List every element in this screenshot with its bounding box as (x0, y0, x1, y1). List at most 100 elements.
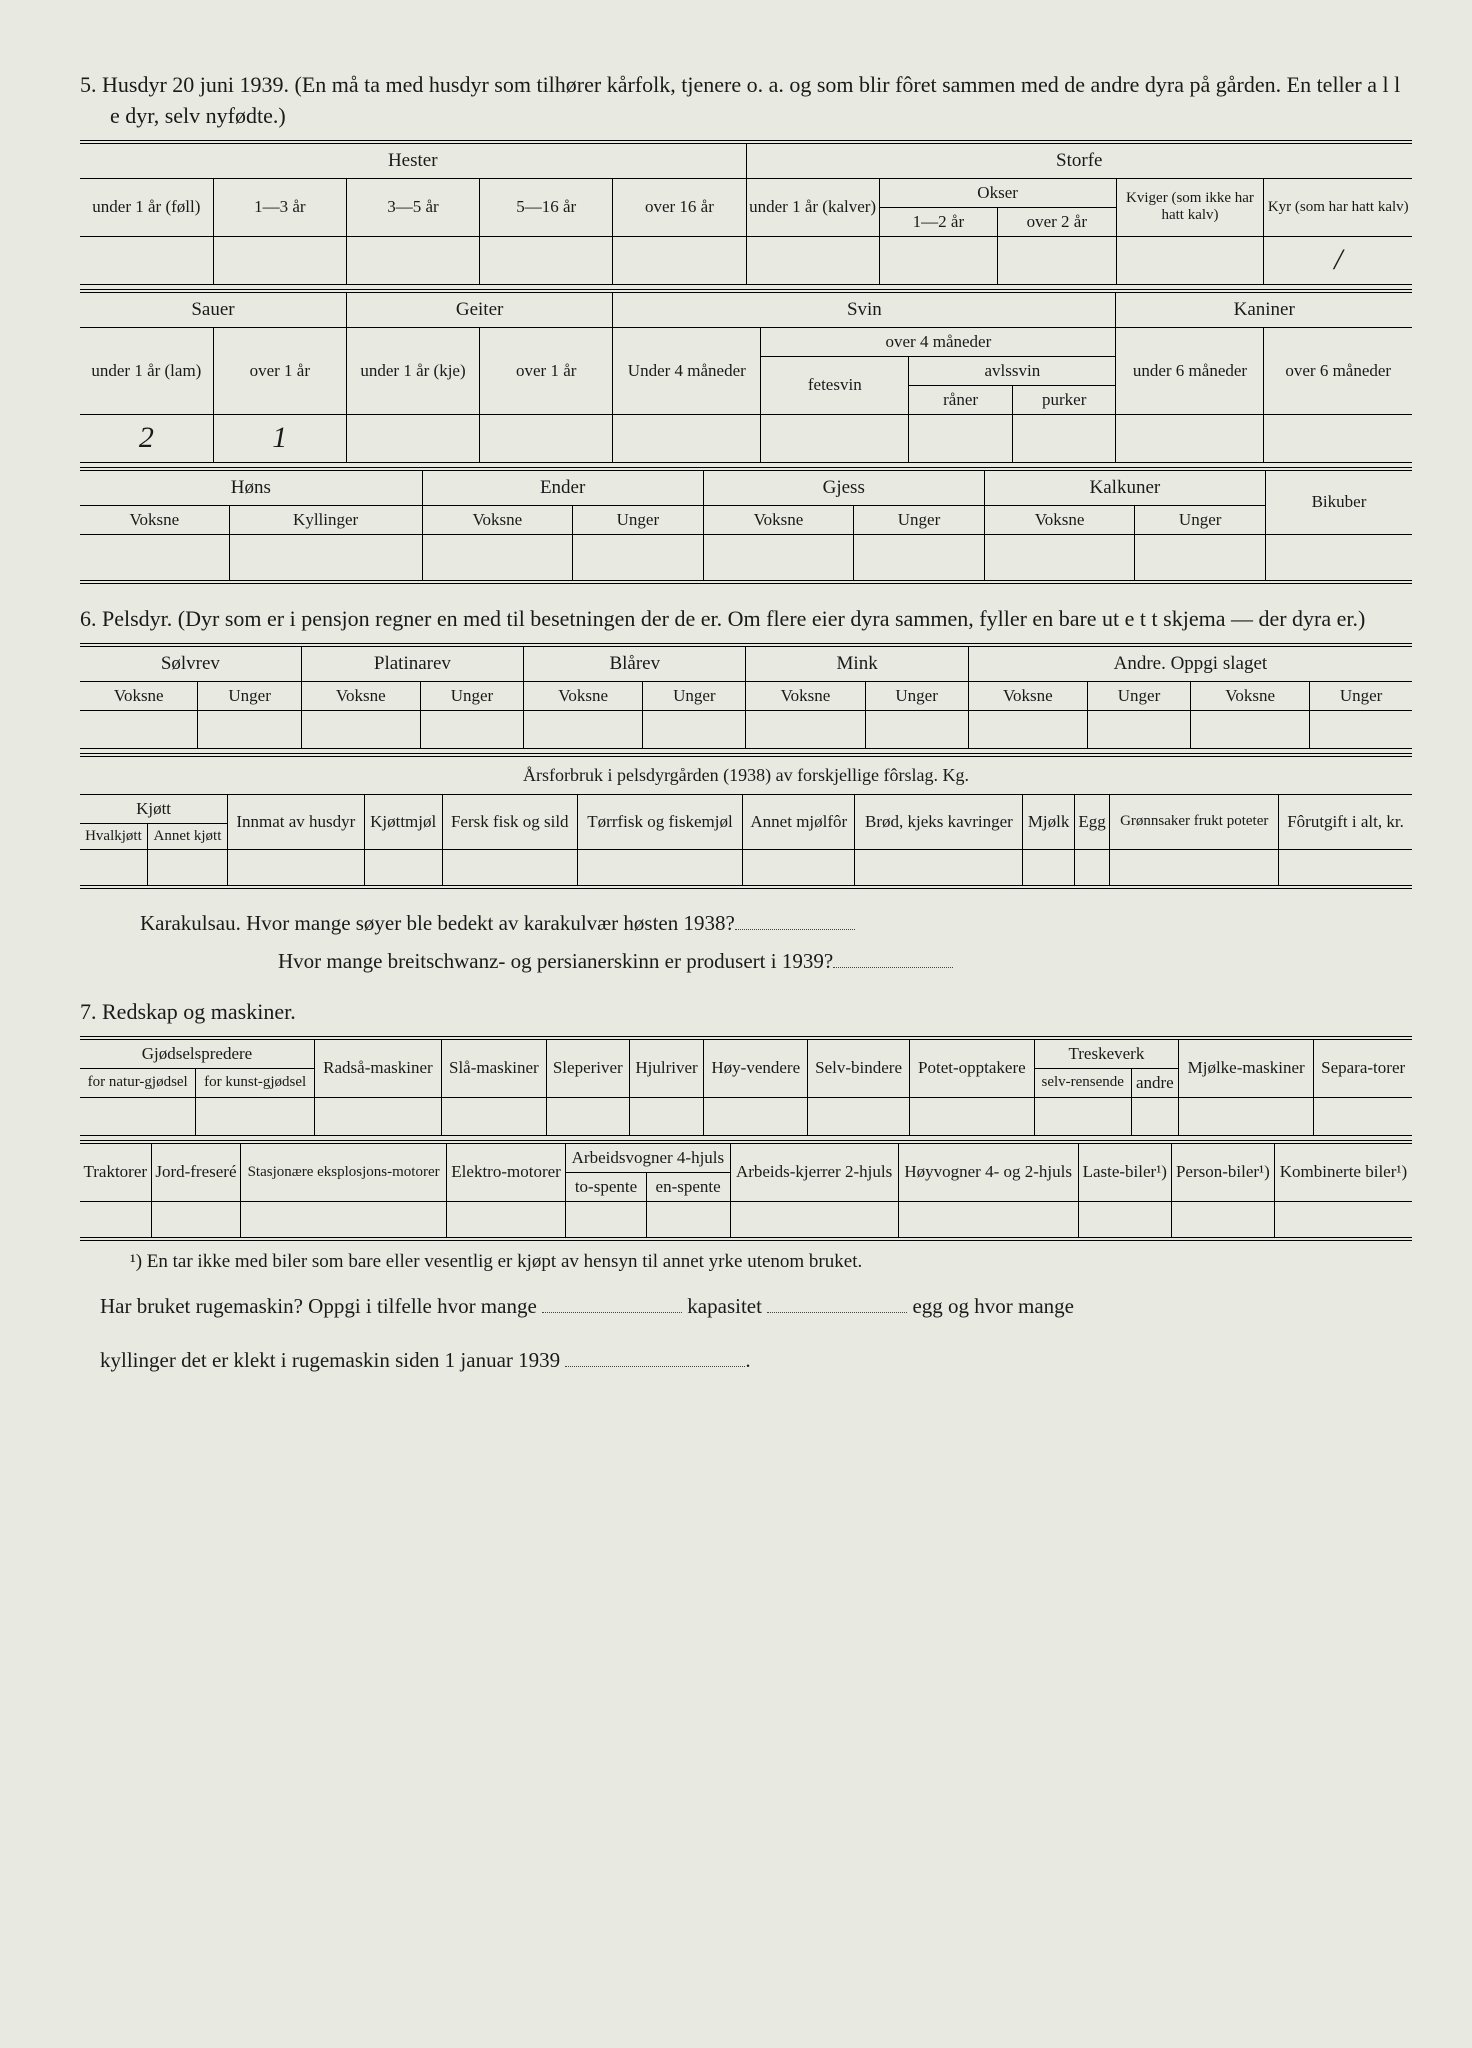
cell (984, 534, 1135, 582)
cell (1034, 1097, 1131, 1135)
col: Unger (573, 505, 704, 534)
table-redskap1: Gjødselspredere Radså-maskiner Slå-maski… (80, 1036, 1412, 1136)
col: 3—5 år (346, 178, 479, 236)
col: Kviger (som ikke har hatt kalv) (1116, 178, 1264, 236)
q-text: kyllinger det er klekt i rugemaskin side… (100, 1348, 560, 1372)
cell (1191, 710, 1310, 748)
cell (909, 414, 1013, 462)
rugemaskin-line: Har bruket rugemaskin? Oppgi i tilfelle … (100, 1287, 1412, 1327)
cell (346, 414, 479, 462)
col: Voksne (80, 681, 198, 710)
col: Unger (643, 681, 746, 710)
cell (301, 710, 420, 748)
col: 5—16 år (480, 178, 613, 236)
cell (746, 236, 879, 284)
col: Voksne (80, 505, 229, 534)
cell (1116, 414, 1264, 462)
cell (546, 1097, 629, 1135)
col: over 4 måneder (761, 327, 1116, 356)
cell (761, 414, 909, 462)
arbeidsvogner-header: Arbeidsvogner 4-hjuls (566, 1142, 730, 1173)
cell (1279, 849, 1412, 887)
okser-header: Okser (879, 178, 1116, 207)
col: Kombinerte biler¹) (1274, 1142, 1412, 1202)
col: Hjulriver (629, 1038, 704, 1098)
cell (80, 849, 147, 887)
cell (808, 1097, 910, 1135)
col: Elektro-motorer (446, 1142, 565, 1202)
col: Under 4 måneder (613, 327, 761, 414)
col: Voksne (968, 681, 1087, 710)
col: under 1 år (føll) (80, 178, 213, 236)
cell (315, 1097, 442, 1135)
cell (746, 710, 865, 748)
cell (420, 710, 523, 748)
col: råner (909, 385, 1013, 414)
col: over 16 år (613, 178, 746, 236)
col: Voksne (524, 681, 643, 710)
col: Potet-opptakere (909, 1038, 1034, 1098)
col: Høy-vendere (704, 1038, 808, 1098)
cell (441, 1097, 546, 1135)
col: Mjølk (1023, 794, 1074, 849)
cell (613, 236, 746, 284)
cell (743, 849, 855, 887)
cell (730, 1201, 898, 1239)
col: to-spente (566, 1172, 646, 1201)
col: Person-biler¹) (1171, 1142, 1274, 1202)
cell (80, 1201, 151, 1239)
col: Unger (865, 681, 968, 710)
col: Unger (1087, 681, 1190, 710)
col: Unger (1135, 505, 1266, 534)
cell (643, 710, 746, 748)
kjott-header: Kjøtt (80, 794, 228, 823)
col: for kunst-gjødsel (196, 1068, 315, 1097)
cell (196, 1097, 315, 1135)
col: over 6 måneder (1264, 327, 1412, 414)
table-pelsdyr: Sølvrev Platinarev Blårev Mink Andre. Op… (80, 643, 1412, 749)
col: Separa-torer (1314, 1038, 1412, 1098)
col: Laste-biler¹) (1078, 1142, 1171, 1202)
col: purker (1012, 385, 1116, 414)
hons-header: Høns (80, 469, 422, 506)
col: Jord-freseré (151, 1142, 241, 1202)
cell (1274, 1201, 1412, 1239)
table-redskap2: Traktorer Jord-freseré Stasjonære eksplo… (80, 1140, 1412, 1242)
table-sauer-svin: Sauer Geiter Svin Kaniner under 1 år (la… (80, 289, 1412, 463)
col: Voksne (703, 505, 854, 534)
col: Kyllinger (229, 505, 422, 534)
cell (898, 1201, 1078, 1239)
table-fjorfe: Høns Ender Gjess Kalkuner Bikuber Voksne… (80, 467, 1412, 585)
cell (1171, 1201, 1274, 1239)
cell (577, 849, 743, 887)
cell (1131, 1097, 1178, 1135)
col: Unger (198, 681, 301, 710)
cell (524, 710, 643, 748)
col: Annet kjøtt (147, 823, 227, 849)
cell (1264, 414, 1412, 462)
col: Unger (854, 505, 985, 534)
col: Traktorer (80, 1142, 151, 1202)
col: Kjøttmjøl (364, 794, 442, 849)
col: Innmat av husdyr (228, 794, 364, 849)
cell (1179, 1097, 1314, 1135)
col: over 1 år (480, 327, 613, 414)
col: 1—3 år (213, 178, 346, 236)
karakul-q1: Karakulsau. Hvor mange søyer ble bedekt … (140, 911, 735, 935)
col: Arbeids-kjerrer 2-hjuls (730, 1142, 898, 1202)
col: under 1 år (kalver) (746, 178, 879, 236)
section6-title: 6. Pelsdyr. (Dyr som er i pensjon regner… (80, 604, 1412, 635)
cell (80, 710, 198, 748)
cell (80, 534, 229, 582)
col: Mjølke-maskiner (1179, 1038, 1314, 1098)
cell (854, 534, 985, 582)
karakul-q2: Hvor mange breitschwanz- og persianerski… (278, 949, 833, 973)
cell (968, 710, 1087, 748)
cell (1310, 710, 1412, 748)
cell (80, 1097, 196, 1135)
cell (703, 534, 854, 582)
gjodsel-header: Gjødselspredere (80, 1038, 315, 1069)
cell (1314, 1097, 1412, 1135)
footnote: ¹) En tar ikke med biler som bare eller … (130, 1251, 1412, 1273)
col: Fôrutgift i alt, kr. (1279, 794, 1412, 849)
